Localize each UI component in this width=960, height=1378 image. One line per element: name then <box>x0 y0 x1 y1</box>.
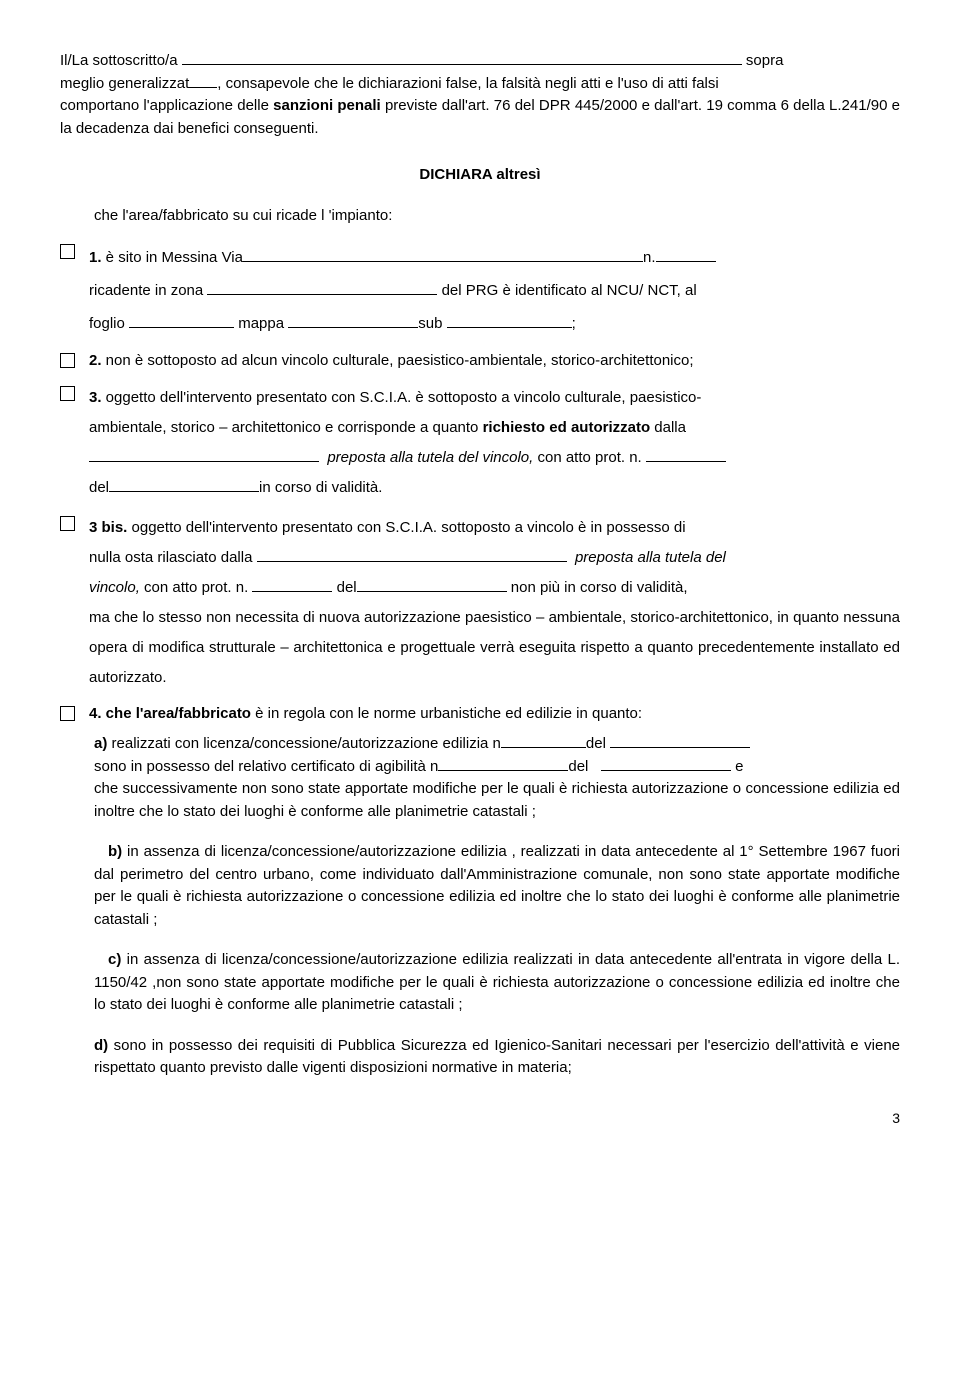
item-a-lead: a) <box>94 735 107 752</box>
item-3-t2-post: dalla <box>650 419 686 436</box>
blank-foglio[interactable] <box>129 327 234 328</box>
blank-n[interactable] <box>656 261 716 262</box>
item-3-lead: 3. <box>89 389 102 406</box>
item-3bis-t3-post: non più in corso di validità, <box>507 579 688 596</box>
item-d-text: sono in possesso dei requisiti di Pubbli… <box>94 1037 900 1077</box>
blank-authority[interactable] <box>89 461 319 462</box>
blank-nullaosta[interactable] <box>257 561 567 562</box>
item-1-mappa: mappa <box>234 315 288 332</box>
item-a-t2-e: e <box>731 758 744 775</box>
item-1-body: 1. è sito in Messina Via n. ricadente in … <box>89 241 900 340</box>
item-3bis-t3-del: del <box>332 579 356 596</box>
item-3bis-t4: ma che lo stesso non necessita di nuova … <box>89 609 900 686</box>
item-c-text: in assenza di licenza/concessione/autori… <box>94 951 900 1013</box>
intro-text: sopra <box>742 52 784 69</box>
item-3-body: 3. oggetto dell'intervento presentato co… <box>89 383 900 503</box>
page-number: 3 <box>60 1108 900 1129</box>
checkbox-1[interactable] <box>60 244 75 259</box>
heading-dichiara: DICHIARA altresì <box>60 164 900 187</box>
item-3-t2-bold: richiesto ed autorizzato <box>483 419 651 436</box>
item-4-lead: 4. <box>89 705 102 722</box>
item-4-bold: che l'area/fabbricato <box>102 705 251 722</box>
blank-zona[interactable] <box>207 294 437 295</box>
item-3bis-t3-italic: vincolo, <box>89 579 140 596</box>
item-1-foglio: foglio <box>89 315 129 332</box>
item-1: 1. è sito in Messina Via n. ricadente in … <box>60 241 900 340</box>
item-c: c) in assenza di licenza/concessione/aut… <box>94 949 900 1017</box>
blank-prot2[interactable] <box>252 591 332 592</box>
item-3-t3-italic: preposta alla tutela del vincolo, <box>327 449 533 466</box>
blank-prot[interactable] <box>646 461 726 462</box>
blank-subscriber[interactable] <box>182 64 742 65</box>
item-3bis-lead: 3 bis. <box>89 519 127 536</box>
item-3-t4-post: in corso di validità. <box>259 479 382 496</box>
item-2-body: 2. non è sottoposto ad alcun vincolo cul… <box>89 350 900 373</box>
blank-agib-del[interactable] <box>601 770 731 771</box>
item-2: 2. non è sottoposto ad alcun vincolo cul… <box>60 350 900 373</box>
intro-text: meglio generalizzat <box>60 75 189 92</box>
blank-del[interactable] <box>109 491 259 492</box>
item-1-text: è sito in Messina Via <box>102 249 243 266</box>
item-3-t1: oggetto dell'intervento presentato con S… <box>102 389 702 406</box>
item-1-lead: 1. <box>89 249 102 266</box>
item-3bis-body: 3 bis. oggetto dell'intervento presentat… <box>89 513 900 693</box>
item-1-n: n. <box>643 249 656 266</box>
item-3bis-t3-mid: con atto prot. n. <box>140 579 253 596</box>
sub-heading: che l'area/fabbricato su cui ricade l 'i… <box>94 205 900 228</box>
item-3: 3. oggetto dell'intervento presentato co… <box>60 383 900 503</box>
item-3bis-t1: oggetto dell'intervento presentato con S… <box>127 519 685 536</box>
item-c-lead: c) <box>108 951 121 968</box>
item-1-sub: sub <box>418 315 446 332</box>
checkbox-4[interactable] <box>60 706 75 721</box>
intro-text: comportano l'applicazione delle <box>60 97 273 114</box>
item-1-end: ; <box>572 315 576 332</box>
intro-bold: sanzioni penali <box>273 97 381 114</box>
blank-edilizia-n[interactable] <box>501 747 586 748</box>
item-4-rest: è in regola con le norme urbanistiche ed… <box>251 705 642 722</box>
intro-text: Il/La sottoscritto/a <box>60 52 182 69</box>
blank-sub[interactable] <box>447 327 572 328</box>
item-b-text: in assenza di licenza/concessione/autori… <box>94 843 900 928</box>
item-b: b) in assenza di licenza/concessione/aut… <box>94 841 900 931</box>
checkbox-3bis[interactable] <box>60 516 75 531</box>
item-3bis: 3 bis. oggetto dell'intervento presentat… <box>60 513 900 693</box>
intro-paragraph: Il/La sottoscritto/a sopra meglio genera… <box>60 50 900 140</box>
item-4: 4. che l'area/fabbricato è in regola con… <box>60 703 900 726</box>
item-d: d) sono in possesso dei requisiti di Pub… <box>94 1035 900 1080</box>
blank-edilizia-del[interactable] <box>610 747 750 748</box>
checkbox-3[interactable] <box>60 386 75 401</box>
blank-del2[interactable] <box>357 591 507 592</box>
item-3bis-t2-italic: preposta alla tutela del <box>575 549 726 566</box>
item-b-lead: b) <box>108 843 122 860</box>
item-a-t2-del: del <box>568 758 588 775</box>
intro-text: , consapevole che le dichiarazioni false… <box>217 75 718 92</box>
item-1-zona-pre: ricadente in zona <box>89 282 207 299</box>
item-2-text: non è sottoposto ad alcun vincolo cultur… <box>102 352 694 369</box>
item-3-t4-pre: del <box>89 479 109 496</box>
item-3-t2: ambientale, storico – architettonico e c… <box>89 419 483 436</box>
item-3-t3-post: con atto prot. n. <box>533 449 646 466</box>
item-3bis-t2-pre: nulla osta rilasciato dalla <box>89 549 257 566</box>
item-4-body: 4. che l'area/fabbricato è in regola con… <box>89 703 900 726</box>
item-a-t3: che successivamente non sono state appor… <box>94 780 900 820</box>
checkbox-2[interactable] <box>60 353 75 368</box>
item-a-t2-pre: sono in possesso del relativo certificat… <box>94 758 438 775</box>
item-1-zona-post: del PRG è identificato al NCU/ NCT, al <box>437 282 696 299</box>
item-a-t1: realizzati con licenza/concessione/autor… <box>107 735 501 752</box>
item-a-del: del <box>586 735 610 752</box>
blank-suffix[interactable] <box>189 87 217 88</box>
blank-via[interactable] <box>243 261 643 262</box>
blank-mappa[interactable] <box>288 327 418 328</box>
blank-agib-n[interactable] <box>438 770 568 771</box>
item-2-lead: 2. <box>89 352 102 369</box>
item-d-lead: d) <box>94 1037 108 1054</box>
item-a: a) realizzati con licenza/concessione/au… <box>94 733 900 823</box>
